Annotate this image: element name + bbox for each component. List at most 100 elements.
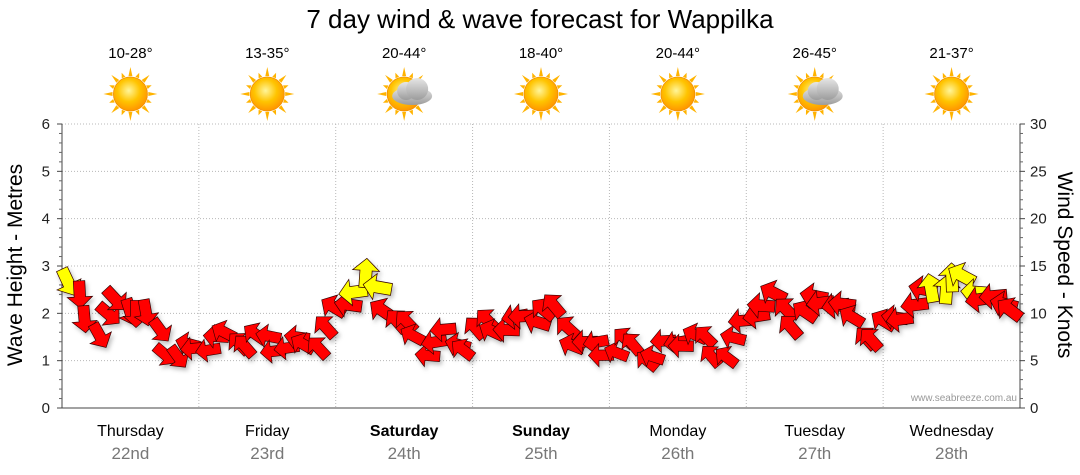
sun-ray [409, 72, 413, 79]
temperature-label: 21-37° [929, 45, 973, 62]
sun-ray [111, 74, 120, 83]
wind-arrow [557, 316, 582, 341]
sun-ray [272, 72, 277, 79]
sun-disc [934, 76, 969, 112]
sun-ray [148, 92, 158, 96]
y-left-tick-label: 5 [42, 163, 50, 180]
sun-ray [240, 92, 250, 96]
axes: 0 1 2 3 4 5 6 0 5 10 15 20 25 30 Thursday 22nd 10-28° Fri… [42, 45, 1047, 463]
sun-ray [382, 99, 389, 103]
sun-ray [377, 92, 387, 96]
wind-arrow [362, 272, 393, 301]
sun-ray [278, 105, 287, 114]
wind-arrow [639, 344, 666, 368]
wind-arrow [900, 291, 930, 319]
wind-arrow [719, 324, 748, 350]
sun-ray [285, 92, 295, 96]
sun-ray [283, 85, 289, 89]
sun-ray [819, 72, 824, 79]
wind-arrow [604, 340, 631, 364]
sun-ray [385, 105, 393, 114]
sun-ray [669, 72, 673, 79]
sun-ray [135, 72, 140, 79]
sun-ray [409, 109, 413, 116]
sun-ray [109, 99, 115, 103]
sun-ray [682, 72, 687, 79]
sun-disc [660, 76, 696, 112]
cloud-part [406, 78, 429, 100]
watermark: www.seabreeze.com.au [910, 393, 1017, 404]
sun-ray [949, 67, 954, 77]
wind-arrow [166, 343, 190, 368]
sun-ray [141, 74, 150, 83]
sun-ray [812, 111, 817, 121]
cloud-icon [392, 78, 433, 105]
sun-ray [787, 92, 797, 96]
sun-icon [650, 67, 705, 121]
sun-ray [382, 85, 389, 89]
sun-ray [675, 111, 680, 121]
y-right-tick-label: 25 [1030, 163, 1047, 180]
temperature-label: 20-44° [382, 45, 426, 62]
sun-ray [539, 67, 543, 77]
temperature-label: 18-40° [519, 45, 563, 62]
temperature-label: 20-44° [656, 45, 700, 62]
sun-ray [930, 99, 936, 103]
sun-ray [272, 109, 277, 116]
date-label: 28th [935, 444, 968, 463]
sun-ray [932, 105, 941, 114]
sun-ray [141, 105, 150, 114]
y-left-tick-label: 3 [42, 258, 50, 275]
wind-arrow [715, 346, 740, 370]
wind-arrow [400, 323, 427, 347]
sun-ray [146, 99, 152, 103]
sun-ray [395, 109, 400, 116]
y-right-tick-label: 20 [1030, 211, 1047, 228]
sun-ray [546, 72, 550, 79]
wind-arrow [195, 338, 222, 363]
sun-ray [246, 85, 252, 89]
sun-ray [924, 92, 934, 96]
cloud-icon [802, 78, 843, 105]
y-left-tick-label: 4 [42, 211, 50, 228]
temperature-label: 10-28° [108, 45, 152, 62]
sun-ray [967, 85, 973, 89]
y-left-tick-label: 2 [42, 305, 50, 322]
sun-ray [658, 74, 667, 83]
y-left-tick-label: 6 [42, 116, 50, 133]
date-label: 26th [661, 444, 694, 463]
sun-ray [795, 105, 804, 114]
wind-arrow [87, 320, 112, 348]
sun-ray [795, 74, 804, 83]
sun-ray [546, 109, 550, 116]
date-label: 23rd [250, 444, 284, 463]
wind-arrow [314, 316, 339, 341]
y-right-tick-label: 10 [1030, 305, 1047, 322]
temperature-label: 26-45° [793, 45, 837, 62]
sun-ray [962, 74, 971, 83]
sun-icon [924, 67, 979, 121]
wind-arrow [760, 279, 789, 305]
wind-arrow [542, 294, 567, 320]
sun-ray [658, 105, 667, 114]
wind-arrow [695, 326, 719, 350]
sun-ray [805, 109, 810, 116]
sun-ray [942, 72, 947, 79]
grid-lines [62, 123, 1020, 408]
wind-arrow [94, 300, 120, 326]
y-left-tick-label: 1 [42, 353, 50, 370]
sun-ray [146, 85, 152, 89]
sun-ray [521, 74, 530, 83]
sun-ray [956, 72, 961, 79]
date-label: 22nd [112, 444, 150, 463]
wind-arrow [451, 338, 477, 362]
day-label: Sunday [512, 423, 570, 440]
sun-ray [532, 72, 536, 79]
sun-icon [240, 67, 295, 121]
sun-ray [682, 109, 687, 116]
sun-ray [103, 92, 113, 96]
sun-ray [258, 72, 263, 79]
sun-ray [135, 109, 140, 116]
sun-disc [113, 76, 148, 112]
